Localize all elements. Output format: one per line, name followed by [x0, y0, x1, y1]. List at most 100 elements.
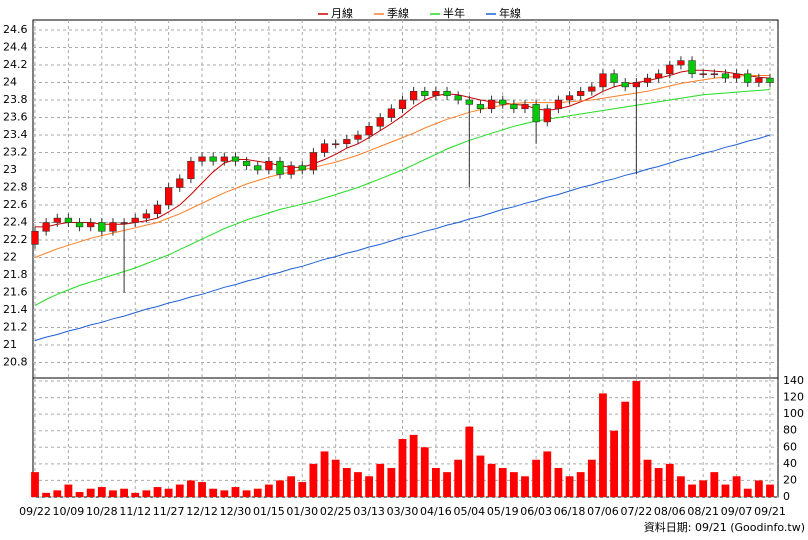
y-tick-label: 21 — [3, 338, 17, 351]
volume-bar — [677, 476, 685, 497]
volume-bar — [532, 459, 541, 497]
volume-bar — [554, 468, 563, 497]
volume-bar — [187, 480, 195, 497]
volume-bar — [743, 488, 752, 497]
x-tick-label: 09/22 — [19, 505, 51, 518]
y-tick-label: 22.6 — [3, 198, 28, 211]
volume-bar — [97, 487, 106, 497]
volume-bar — [699, 480, 708, 497]
candle-body — [343, 139, 351, 145]
x-tick-label: 11/27 — [153, 505, 185, 518]
x-tick-label: 03/30 — [387, 505, 419, 518]
candle-body — [31, 230, 39, 245]
volume-tick-label: 40 — [783, 457, 797, 470]
candle-body — [42, 222, 50, 232]
volume-tick-label: 60 — [783, 440, 797, 453]
candle-body — [409, 90, 418, 101]
candle-body — [487, 99, 496, 110]
volume-bar — [320, 451, 329, 497]
volume-bar — [409, 434, 418, 497]
volume-bar — [142, 490, 151, 497]
ma-line — [34, 134, 771, 342]
volume-bar — [175, 484, 184, 497]
candle-body — [365, 125, 373, 136]
x-tick-label: 05/04 — [453, 505, 485, 518]
volume-bar — [654, 468, 663, 497]
candle-body — [443, 90, 451, 96]
y-tick-label: 22.8 — [3, 181, 28, 194]
volume-bar — [621, 401, 630, 497]
footnote: 資料日期: 09/21 (Goodinfo.tw) — [644, 520, 805, 534]
y-tick-label: 23.6 — [3, 111, 28, 124]
candle-body — [476, 104, 485, 110]
candle-body — [465, 99, 473, 105]
candle-body — [298, 165, 306, 171]
legend-label: 季線 — [387, 6, 409, 20]
candle-body — [64, 217, 73, 223]
ma-line — [34, 89, 771, 307]
x-tick-label: 07/22 — [621, 505, 653, 518]
y-tick-label: 22.2 — [3, 233, 28, 246]
candle-body — [398, 99, 407, 110]
y-tick-label: 21.4 — [3, 303, 28, 316]
volume-bar — [610, 430, 618, 497]
x-tick-label: 03/13 — [353, 505, 385, 518]
volume-bar — [287, 476, 296, 497]
volume-bar — [688, 484, 696, 497]
candle-body — [532, 104, 540, 123]
y-tick-label: 21.6 — [3, 286, 28, 299]
volume-bar — [721, 484, 730, 497]
x-tick-label: 02/25 — [320, 505, 352, 518]
volume-bar — [231, 487, 240, 497]
candle-body — [421, 90, 429, 96]
y-tick-label: 24.6 — [3, 23, 28, 36]
candle-body — [621, 82, 629, 88]
candle-body — [187, 160, 195, 180]
volume-bar — [42, 492, 51, 497]
candle-body — [53, 217, 61, 223]
volume-bar — [75, 492, 84, 497]
volume-bar — [643, 459, 652, 497]
volume-bar — [420, 447, 429, 497]
y-tick-label: 22.4 — [3, 216, 28, 229]
volume-bar — [198, 482, 206, 497]
ma-line — [34, 75, 770, 258]
volume-bar — [298, 482, 307, 497]
candle-body — [198, 156, 206, 162]
candle-body — [510, 104, 518, 110]
candle-body — [565, 95, 574, 101]
volume-tick-label: 140 — [783, 374, 804, 387]
candle-body — [599, 73, 607, 88]
candle-body — [142, 213, 151, 219]
candle-body — [287, 165, 295, 175]
volume-bar — [766, 484, 774, 497]
x-tick-label: 12/30 — [220, 505, 252, 518]
volume-bar — [487, 463, 496, 497]
volume-tick-label: 100 — [783, 407, 804, 420]
volume-bar — [309, 463, 318, 497]
candle-body — [577, 90, 585, 96]
candle-body — [666, 64, 674, 75]
volume-bar — [565, 476, 574, 497]
volume-bar — [220, 490, 229, 497]
x-tick-label: 06/03 — [520, 505, 552, 518]
candle-body — [87, 222, 95, 228]
candle-body — [120, 222, 128, 224]
volume-bar — [86, 488, 95, 497]
candle-body — [320, 143, 329, 153]
volume-bar — [342, 468, 351, 497]
candle-body — [153, 204, 162, 215]
volume-bar — [454, 459, 463, 497]
x-tick-label: 08/21 — [687, 505, 719, 518]
volume-bar — [153, 487, 162, 497]
volume-bar — [576, 472, 585, 497]
x-tick-label: 09/21 — [754, 505, 786, 518]
y-tick-label: 23.8 — [3, 93, 28, 106]
x-tick-label: 07/06 — [587, 505, 619, 518]
candle-body — [588, 86, 596, 92]
x-tick-label: 04/16 — [420, 505, 452, 518]
candle-body — [164, 187, 173, 206]
y-tick-label: 23 — [3, 163, 17, 176]
x-tick-label: 01/15 — [253, 505, 285, 518]
